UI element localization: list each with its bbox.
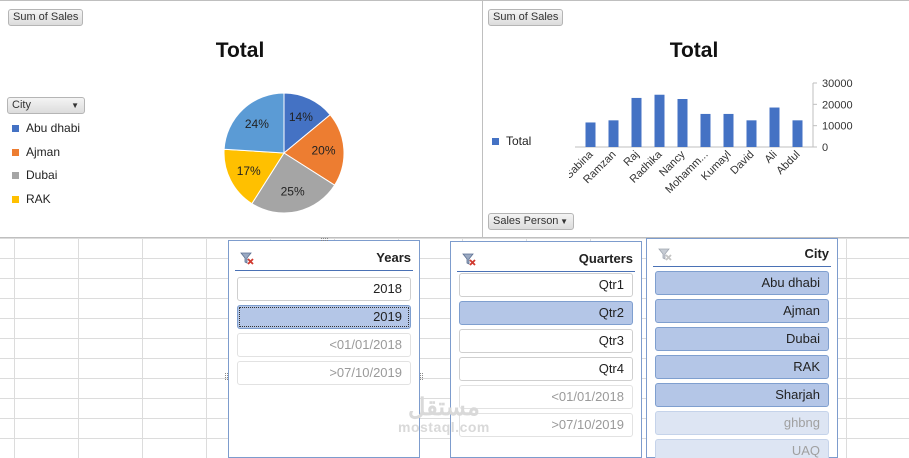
slicer-item-before-2018[interactable]: <01/01/2018 [459,385,633,409]
pie-chart-plot[interactable]: 14% 20% 25% 17% 24% [200,77,370,233]
resize-handle[interactable] [420,373,423,380]
bar-kumayl[interactable] [723,113,734,147]
bar-mohamm[interactable] [700,113,711,147]
x-tick-label: Abdul [774,149,802,177]
legend-label: Abu dhabi [26,121,81,135]
pie-data-label: 20% [312,144,336,158]
pie-slice-ajman[interactable] [283,114,345,186]
legend-item-dubai: Dubai [12,168,57,182]
legend-item-ajman: Ajman [12,145,60,159]
city-slicer[interactable]: City Abu dhabi Ajman Dubai RAK Sharjah g… [646,238,838,458]
legend-swatch [12,124,19,132]
dropdown-arrow-icon: ▼ [560,217,568,226]
legend-label: RAK [26,192,51,206]
resize-handle[interactable] [321,238,328,241]
slicer-item-qtr4[interactable]: Qtr4 [459,357,633,381]
legend-swatch [12,195,19,203]
pie-slice-dubai[interactable] [251,152,336,214]
slicer-title: Quarters [578,251,633,266]
sum-of-sales-button[interactable]: Sum of Sales [8,9,84,26]
slicer-item-uaq[interactable]: UAQ [655,439,829,458]
pie-data-label: 17% [237,164,261,178]
y-tick-label: 30000 [822,78,853,90]
slicer-title: City [804,246,829,261]
sales-person-label: Sales Person [493,215,559,227]
bar-sabina[interactable] [585,122,596,147]
y-tick-label: 10000 [822,121,853,133]
legend-label: Total [506,134,532,148]
legend-label: Ajman [26,145,61,159]
bar-ramzan[interactable] [608,120,619,147]
bar-ali[interactable] [769,107,780,147]
slicer-header: Years [235,245,413,271]
slicer-item-ghbng[interactable]: ghbng [655,411,829,435]
years-slicer[interactable]: Years 2018 2019 <01/01/2018 >07/10/2019 [225,238,423,458]
y-tick-label: 20000 [822,99,853,111]
sum-of-sales-button[interactable]: Sum of Sales [488,9,564,26]
bar-chart-panel[interactable]: Sum of Sales Total Total Sales Person ▼ … [482,0,909,238]
bar-radhika[interactable] [654,94,665,147]
bar-nancy[interactable] [677,99,688,147]
x-tick-label: Ali [762,149,779,166]
dropdown-arrow-icon: ▼ [71,101,79,110]
legend-swatch [492,137,499,145]
bar-david[interactable] [746,120,757,147]
resize-handle[interactable] [225,373,228,380]
clear-filter-icon[interactable] [239,250,255,266]
legend-item-total: Total [492,134,531,148]
slicer-header: City [653,241,831,267]
mostaql-watermark: مستقل mostaql.com [398,394,490,435]
slicer-item-sharjah[interactable]: Sharjah [655,383,829,407]
pie-slice-rak[interactable] [223,148,285,205]
slicer-item-after-2019[interactable]: >07/10/2019 [459,413,633,437]
slicer-item-2018[interactable]: 2018 [237,277,411,301]
pie-data-label: 25% [281,185,305,199]
slicer-item-qtr2[interactable]: Qtr2 [459,301,633,325]
pie-slice-abu-dhabi[interactable] [283,92,331,155]
watermark-latin: mostaql.com [398,419,490,435]
pie-slice-others[interactable] [223,92,285,154]
clear-filter-icon[interactable] [461,251,477,267]
slicer-item-2019[interactable]: 2019 [237,305,411,329]
slicer-title: Years [376,250,411,265]
city-filter-button[interactable]: City ▼ [7,97,85,114]
pie-data-label: 24% [245,117,269,131]
pie-chart-panel[interactable]: Sum of Sales Total City ▼ Abu dhabi Ajma… [0,0,483,238]
slicer-header: Quarters [457,246,635,272]
legend-item-rak: RAK [12,192,51,206]
bar-chart-title: Total [669,39,719,62]
bar-raj[interactable] [631,97,642,147]
x-tick-label: David [728,149,756,177]
legend-swatch [12,148,19,156]
clear-filter-icon[interactable] [657,246,673,262]
slicer-item-rak[interactable]: RAK [655,355,829,379]
slicer-item-abu-dhabi[interactable]: Abu dhabi [655,271,829,295]
legend-swatch [12,171,19,179]
quarters-slicer[interactable]: Quarters Qtr1 Qtr2 Qtr3 Qtr4 <01/01/2018… [450,241,642,458]
legend-label: Dubai [26,168,58,182]
slicer-item-qtr3[interactable]: Qtr3 [459,329,633,353]
sales-person-filter-button[interactable]: Sales Person ▼ [488,213,574,230]
pie-data-label: 14% [289,110,313,124]
slicer-item-after-2019[interactable]: >07/10/2019 [237,361,411,385]
slicer-item-dubai[interactable]: Dubai [655,327,829,351]
y-tick-label: 0 [822,142,828,154]
legend-item-abu-dhabi: Abu dhabi [12,121,80,135]
pie-chart-title: Total [215,39,265,62]
city-filter-label: City [12,99,31,111]
slicer-item-before-2018[interactable]: <01/01/2018 [237,333,411,357]
slicer-item-qtr1[interactable]: Qtr1 [459,273,633,297]
watermark-arabic: مستقل [408,394,480,421]
bar-abdul[interactable] [792,120,803,147]
slicer-item-ajman[interactable]: Ajman [655,299,829,323]
